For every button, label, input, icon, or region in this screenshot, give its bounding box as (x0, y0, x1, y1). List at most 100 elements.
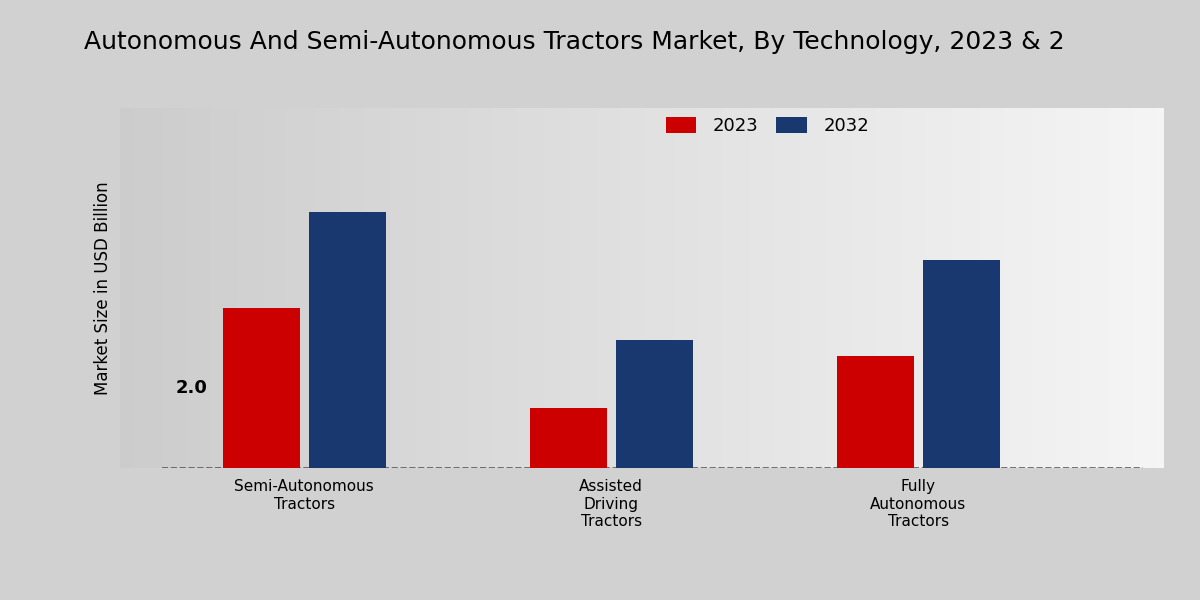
Bar (1018, 108, 1021, 468)
Bar (970, 108, 972, 468)
Bar (730, 108, 732, 468)
Bar (562, 108, 565, 468)
Bar (569, 108, 572, 468)
Bar (712, 108, 715, 468)
Bar (952, 108, 955, 468)
Bar (217, 108, 221, 468)
Bar (830, 108, 833, 468)
Bar (792, 108, 796, 468)
Bar (593, 108, 596, 468)
Bar (325, 108, 329, 468)
Bar (618, 108, 622, 468)
Bar (820, 108, 823, 468)
Bar (475, 108, 479, 468)
Bar (1122, 108, 1126, 468)
Bar (1039, 108, 1042, 468)
Bar (193, 108, 197, 468)
Bar (944, 108, 948, 468)
Bar (224, 108, 228, 468)
Bar (263, 108, 266, 468)
Bar (173, 108, 175, 468)
Legend: 2023, 2032: 2023, 2032 (666, 117, 869, 135)
Bar (833, 108, 836, 468)
Bar (625, 108, 628, 468)
Bar (1087, 108, 1091, 468)
Bar (140, 108, 144, 468)
Bar (464, 108, 468, 468)
Bar (928, 108, 931, 468)
Bar (353, 108, 356, 468)
Bar (270, 108, 274, 468)
Bar (986, 108, 990, 468)
Bar (796, 108, 798, 468)
Bar (851, 108, 854, 468)
Bar (426, 108, 430, 468)
Bar (479, 108, 482, 468)
Bar (388, 108, 391, 468)
Bar (482, 108, 486, 468)
Bar (938, 108, 941, 468)
Bar (144, 108, 148, 468)
Bar (774, 108, 778, 468)
Bar (1109, 108, 1111, 468)
Bar (134, 108, 138, 468)
Bar (754, 108, 757, 468)
Bar (994, 108, 997, 468)
Bar (1063, 108, 1067, 468)
Bar (886, 108, 889, 468)
Bar (966, 108, 970, 468)
Bar (523, 108, 527, 468)
Bar (736, 108, 739, 468)
Bar (266, 108, 270, 468)
Bar (1111, 108, 1115, 468)
Bar (812, 108, 816, 468)
Bar (893, 108, 896, 468)
Bar (1091, 108, 1094, 468)
Bar (865, 108, 869, 468)
Bar (923, 260, 1000, 468)
Bar (670, 108, 673, 468)
Bar (186, 108, 190, 468)
Bar (485, 108, 488, 468)
Bar (384, 108, 388, 468)
Bar (406, 108, 409, 468)
Bar (120, 108, 124, 468)
Bar (444, 108, 448, 468)
Bar (499, 108, 503, 468)
Bar (1042, 108, 1045, 468)
Bar (514, 108, 517, 468)
Bar (166, 108, 169, 468)
Bar (158, 108, 162, 468)
Bar (715, 108, 719, 468)
Bar (673, 108, 677, 468)
Bar (151, 108, 155, 468)
Bar (1153, 108, 1157, 468)
Bar (827, 108, 830, 468)
Bar (614, 108, 618, 468)
Bar (761, 108, 763, 468)
Bar (708, 108, 712, 468)
Bar (457, 108, 461, 468)
Bar (854, 108, 858, 468)
Bar (847, 108, 851, 468)
Bar (1074, 108, 1076, 468)
Bar (239, 108, 242, 468)
Bar (1010, 108, 1014, 468)
Bar (900, 108, 904, 468)
Bar (616, 340, 692, 468)
Bar (917, 108, 920, 468)
Bar (902, 108, 906, 468)
Bar (235, 108, 239, 468)
Bar (197, 108, 200, 468)
Bar (778, 108, 781, 468)
Bar (274, 108, 277, 468)
Bar (878, 108, 882, 468)
Bar (680, 108, 684, 468)
Bar (763, 108, 767, 468)
Bar (210, 108, 214, 468)
Bar (530, 108, 534, 468)
Bar (301, 108, 305, 468)
Bar (767, 108, 770, 468)
Bar (318, 108, 322, 468)
Bar (910, 108, 913, 468)
